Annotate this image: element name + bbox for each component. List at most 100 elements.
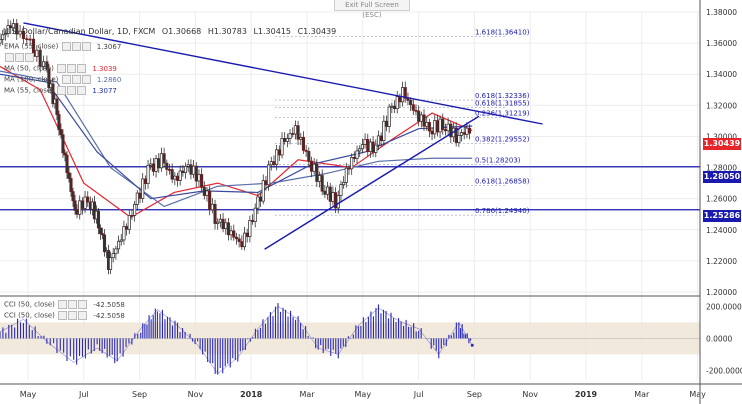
cci-legend-1[interactable]: CCI (50, close) -42.5058: [4, 300, 125, 309]
close-icon[interactable]: [81, 75, 91, 84]
candle-body: [256, 196, 260, 209]
indicator-ma50[interactable]: MA (50, close) 1.3039: [4, 64, 117, 73]
eye-icon[interactable]: [58, 311, 68, 320]
exit-fullscreen-button[interactable]: Exit Full Screen (ESC): [334, 0, 410, 19]
close-icon[interactable]: [25, 53, 34, 62]
candle-body: [194, 165, 198, 182]
candle-body: [352, 157, 356, 159]
y-tick-label: 1.34000: [706, 70, 737, 79]
candle-body: [245, 232, 249, 237]
x-tick-label: 2018: [240, 390, 263, 399]
candle-body: [309, 160, 314, 172]
eye-icon[interactable]: [61, 75, 71, 84]
eye-icon[interactable]: [5, 53, 14, 62]
candle-body: [240, 241, 244, 248]
close-icon[interactable]: [78, 311, 88, 320]
cci-legend-2[interactable]: CCI (50, close) -42.5058: [4, 311, 125, 320]
horizontal-levels[interactable]: [0, 166, 700, 211]
close-icon[interactable]: [81, 42, 91, 51]
candle-body: [45, 61, 49, 70]
x-tick-label: May: [689, 390, 706, 399]
eye-icon[interactable]: [61, 42, 71, 51]
trendlines[interactable]: [23, 22, 543, 250]
candle-body: [438, 118, 442, 133]
candle-body: [384, 120, 389, 127]
fibonacci-levels: 1.618(1.36410) 0.618(1.32336)0.618(1.3185…: [275, 29, 530, 216]
close-icon[interactable]: [77, 64, 87, 73]
close-icon[interactable]: [78, 300, 88, 309]
candle-body: [446, 123, 450, 132]
cci-line: [0, 306, 473, 375]
candle-body: [342, 181, 346, 186]
candle-body: [41, 61, 46, 67]
settings-icon[interactable]: [68, 311, 78, 320]
indicator-ma55[interactable]: MA (55, close) 1.3077: [4, 86, 117, 95]
candle-body: [108, 257, 113, 270]
candle-body: [73, 200, 77, 211]
candle-body: [83, 196, 87, 209]
y-tick-label: 1.22000: [706, 257, 737, 266]
indicator-ema55[interactable]: EMA (55, close) 1.3067: [4, 42, 122, 51]
candle-body: [358, 148, 362, 152]
candle-body: [304, 149, 308, 152]
candle-body: [71, 191, 75, 202]
indicator-ma100[interactable]: MA (100, close) 1.2860: [4, 75, 122, 84]
y-tick-label: 1.28000: [706, 164, 737, 173]
candle-body: [130, 215, 134, 217]
settings-icon[interactable]: [68, 300, 78, 309]
candle-body: [264, 180, 268, 186]
candle-body: [111, 253, 115, 259]
candle-body: [250, 220, 255, 222]
y-tick-label: 1.32000: [706, 101, 737, 110]
candle-body: [307, 151, 311, 162]
cci-last-point: [470, 343, 474, 347]
eye-icon[interactable]: [57, 86, 67, 95]
candle-body: [368, 141, 372, 152]
candle-body: [275, 149, 279, 165]
candle-body: [1, 34, 5, 40]
moving-average-line: [0, 65, 473, 219]
settings-icon[interactable]: [15, 53, 24, 62]
settings-icon[interactable]: [67, 64, 77, 73]
y-tick-label: 1.30000: [706, 132, 737, 141]
candle-body: [35, 49, 39, 57]
candle-body: [102, 234, 107, 253]
candle-body: [293, 125, 297, 135]
candle-body: [315, 163, 319, 182]
candle-body: [457, 135, 461, 143]
candle-body: [202, 187, 206, 196]
settings-icon[interactable]: [67, 86, 77, 95]
candle-body: [395, 96, 399, 110]
candle-body: [192, 165, 196, 175]
indicator-hidden[interactable]: [4, 53, 34, 62]
price-tag-current: 1.30439: [703, 138, 741, 150]
settings-icon[interactable]: [71, 75, 81, 84]
candle-body: [414, 109, 418, 112]
cci-tick-label: 0.0000: [706, 334, 732, 343]
candle-body: [98, 227, 103, 234]
price-tag-level-2: 1.25286: [703, 210, 741, 222]
candle-body: [237, 238, 241, 243]
candle-body: [63, 152, 67, 156]
candle-body: [226, 222, 230, 236]
candle-body: [141, 178, 145, 199]
candle-body: [234, 236, 239, 240]
cci-tick-label: -200.0000: [706, 366, 742, 375]
candle-body: [312, 163, 316, 172]
candle-body: [427, 122, 431, 132]
settings-icon[interactable]: [71, 42, 81, 51]
fib-label: 0.618(1.26858): [475, 177, 530, 185]
candle-body: [146, 164, 150, 184]
close-icon[interactable]: [77, 86, 87, 95]
fib-label: 0.382(1.29552): [475, 135, 530, 143]
eye-icon[interactable]: [57, 64, 67, 73]
x-tick-label: 2019: [575, 390, 598, 399]
candle-body: [11, 23, 15, 29]
ohlc-open: O1.30668: [161, 27, 202, 36]
candle-body: [272, 161, 276, 165]
candle-body: [21, 30, 25, 40]
candle-body: [127, 215, 131, 230]
candle-body: [283, 138, 287, 142]
eye-icon[interactable]: [58, 300, 68, 309]
